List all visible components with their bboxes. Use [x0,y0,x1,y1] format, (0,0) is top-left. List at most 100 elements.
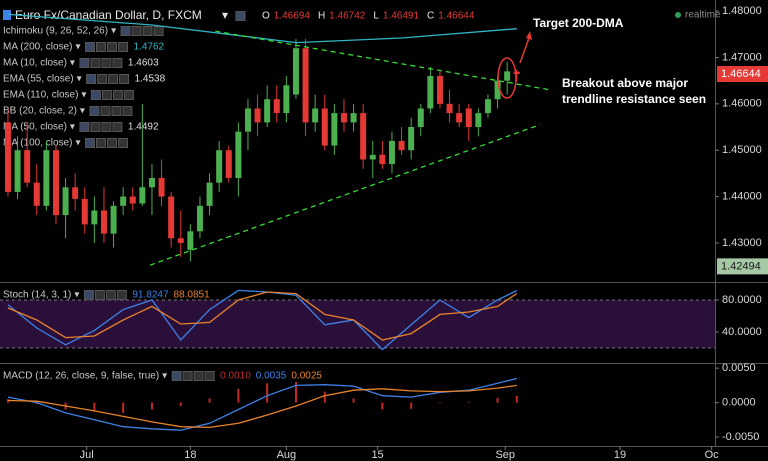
dropdown: ▾ [70,58,75,69]
candle-body [504,71,511,81]
indicator-icon [123,90,134,100]
macd-histogram-bar [266,383,269,403]
candle-body [110,205,117,234]
candle-body [408,127,415,151]
ohlc-value: 1.46694 [274,11,311,22]
indicator-icon [90,122,101,132]
dropdown: ▾ [222,8,228,22]
dropdown: ▾ [75,138,80,149]
candle-body [158,178,165,197]
candle-body [14,150,21,192]
indicator-icon [119,74,130,84]
price-marker [717,65,768,82]
indicator-name: MA (50, close) [3,122,67,133]
candle-body [340,113,347,123]
candle-body [360,113,367,160]
indicator-icon [86,74,97,84]
y-tick-label: 1.46000 [722,98,762,110]
indicator-icon [79,122,90,132]
dropdown: ▾ [80,106,85,117]
indicator-icon [116,290,127,300]
dropdown: ▾ [74,290,79,301]
indicator-icon [153,26,164,36]
candle-body [417,108,424,128]
candle-body [91,210,98,225]
indicator-icon [106,42,117,52]
indicator-name: MA (10, close) [3,58,67,69]
x-tick-label: Oc [705,449,720,461]
target-arrow-head [526,31,532,40]
indicator-value: 0.0010 [220,371,251,382]
indicator-icon [204,371,215,381]
target-arrow [519,37,530,64]
dropdown: ▾ [111,26,116,37]
candle-body [62,187,69,216]
indicator-icon [112,122,123,132]
y-tick-label: 80.0000 [722,294,762,306]
dropdown: ▾ [75,42,80,53]
candle-body [388,140,395,165]
indicator-icon [108,74,119,84]
indicator-icon [112,90,123,100]
macd-histogram-bar [323,391,326,403]
dropdown: ▾ [77,74,82,85]
macd-histogram-bar [438,402,441,404]
indicator-name: MA (100, close) [3,138,72,149]
indicator-icon [90,58,101,68]
y-tick-label: -0.0050 [722,431,759,443]
indicator-icon [84,42,95,52]
indicator-icon [235,11,246,21]
ohlc-key: L [373,11,379,22]
price-marker-label: 1.46644 [721,68,761,80]
indicator-icon [90,90,101,100]
x-tick-label: Sep [495,449,515,461]
candle-body [148,178,155,188]
candle-body [484,99,491,114]
candle-body [436,76,443,104]
indicator-icon [111,106,122,116]
candle-body [312,108,319,123]
candle-body [100,210,107,234]
candle-body [225,150,232,179]
candle-body [379,154,386,165]
breakout-highlight [497,57,517,99]
annotation: Target 200-DMA [533,16,624,30]
indicator-icon [117,42,128,52]
candle-body [244,108,251,132]
indicator-icon [120,26,131,36]
indicator-value: 88.0851 [174,290,211,301]
indicator-value: 91.8247 [132,290,169,301]
candle-body [350,113,357,123]
indicator-value: 1.4492 [128,122,159,133]
candle-body [4,122,11,192]
indicator-icon [101,58,112,68]
macd-histogram-bar [352,398,355,403]
indicator-name: MACD (12, 26, close, 9, false, true) [3,371,159,382]
candle-body [273,99,280,114]
candle-body [475,113,482,128]
indicator-icon [112,58,123,68]
indicator-icon [182,371,193,381]
ohlc-key: H [318,11,325,22]
macd-histogram-bar [410,402,413,409]
y-tick-label: 1.47000 [722,51,762,63]
y-tick-label: 1.45000 [722,144,762,156]
indicator-value: 0.0025 [291,371,322,382]
candle-body [72,187,79,199]
indicator-icon [79,58,90,68]
y-tick-label: 0.0000 [722,396,756,408]
candle-body [187,231,194,250]
indicator-name: Ichimoku (9, 26, 52, 26) [3,26,108,37]
candle-body [331,113,338,146]
candle-body [369,154,376,160]
candle-body [33,182,40,206]
macd-histogram-bar [93,402,96,412]
candle-body [235,131,242,179]
annotation: trendline resistance seen [562,92,706,106]
indicator-value: 1.4762 [133,42,164,53]
dropdown: ▾ [162,371,167,382]
y-tick-label: 40.0000 [722,326,762,338]
dropdown: ▾ [70,122,75,133]
